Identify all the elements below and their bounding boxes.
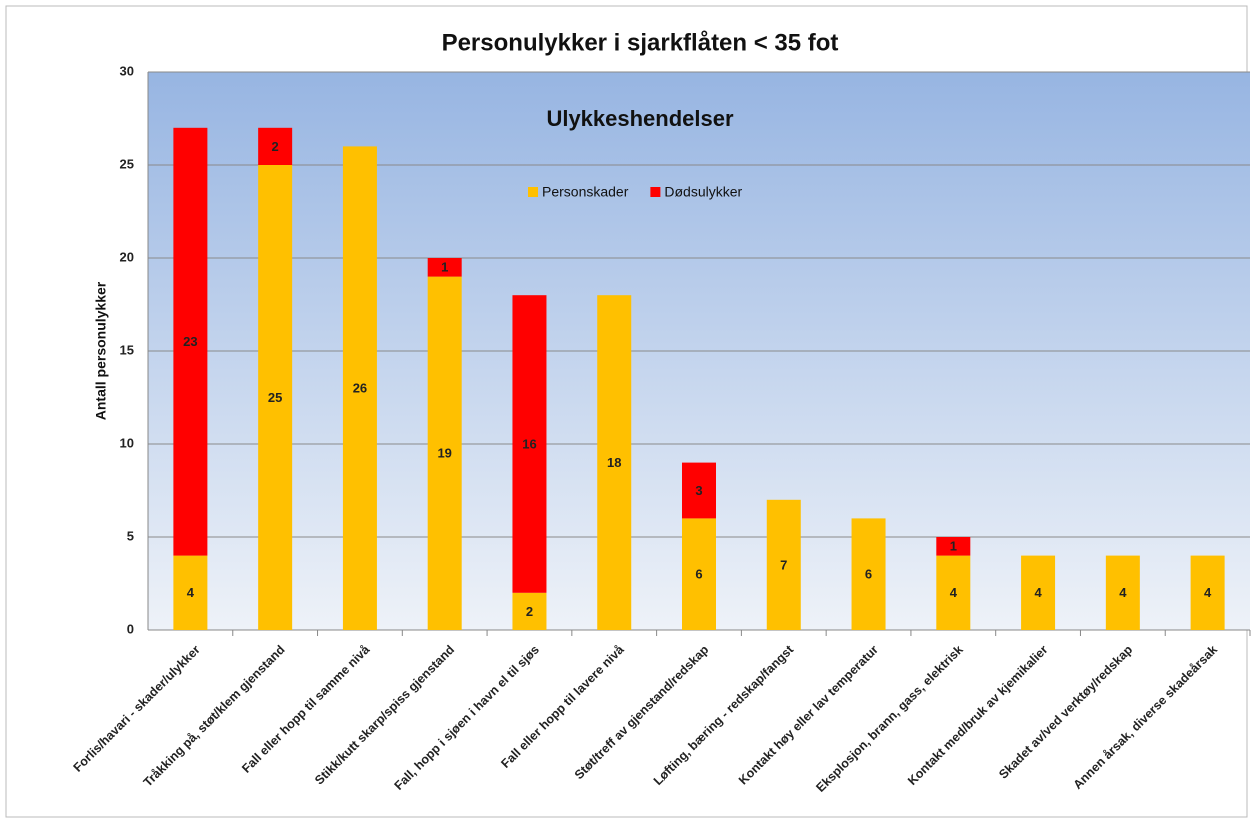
value-label: 23 (183, 334, 197, 349)
bar-segment (427, 276, 462, 630)
bar-segment (342, 146, 377, 630)
bar-segment (851, 518, 886, 630)
bar-segment (258, 165, 293, 630)
value-label: 4 (187, 585, 195, 600)
value-label: 3 (695, 483, 702, 498)
bar-segment (258, 127, 293, 165)
bar-segment (682, 518, 716, 630)
bar-segment (512, 592, 547, 630)
value-label: 4 (1204, 585, 1212, 600)
y-tick-label: 20 (120, 249, 134, 264)
chart-title: Personulykker i sjarkflåten < 35 fot (442, 29, 839, 56)
y-tick-label: 25 (120, 156, 134, 171)
chart-subtitle: Ulykkeshendelser (546, 106, 734, 131)
value-label: 4 (1034, 585, 1042, 600)
value-label: 2 (526, 604, 533, 619)
y-tick-label: 5 (127, 528, 134, 543)
y-tick-label: 15 (120, 342, 134, 357)
bar-segment (427, 258, 462, 277)
value-label: 18 (607, 455, 621, 470)
bar-segment (173, 127, 208, 556)
value-label: 25 (268, 390, 282, 405)
value-label: 6 (865, 567, 872, 582)
y-tick-label: 0 (127, 621, 134, 636)
value-label: 19 (437, 446, 451, 461)
legend-label: Personskader (542, 184, 629, 200)
value-label: 4 (1119, 585, 1127, 600)
bar-segment (936, 555, 971, 630)
y-axis-label: Antall personulykker (93, 281, 109, 420)
legend-swatch (528, 187, 538, 197)
legend-label: Dødsulykker (664, 184, 742, 200)
bar-segment (512, 295, 547, 593)
value-label: 2 (272, 139, 279, 154)
y-tick-label: 10 (120, 435, 134, 450)
legend-swatch (650, 187, 661, 197)
bar-segment (597, 295, 632, 630)
bar-segment (1105, 555, 1140, 630)
bar-segment (173, 555, 208, 630)
value-label: 7 (780, 557, 787, 572)
value-label: 1 (441, 260, 448, 275)
value-label: 1 (950, 539, 957, 554)
bar-segment (682, 462, 716, 519)
bar-segment (936, 537, 971, 556)
value-label: 16 (522, 436, 536, 451)
bar-segment (766, 499, 801, 630)
bar-segment (1021, 555, 1056, 630)
value-label: 4 (950, 585, 958, 600)
y-tick-label: 30 (120, 63, 134, 78)
value-label: 26 (353, 381, 367, 396)
value-label: 6 (695, 567, 702, 582)
bar-segment (1190, 555, 1225, 630)
